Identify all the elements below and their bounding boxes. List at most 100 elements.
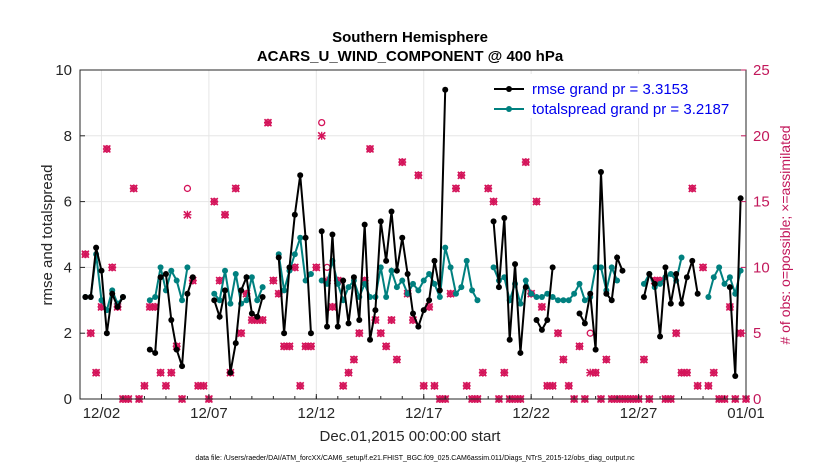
spread-point [710,274,717,281]
spread-point [173,277,180,284]
rmse-point [517,349,524,356]
rmse-point [732,372,739,379]
rmse-point [114,303,121,310]
obs-assimilated-marker [344,368,353,377]
spread-point [597,264,604,271]
rmse-point [662,264,669,271]
obs-assimilated-marker [355,329,364,338]
spread-point [436,294,443,301]
spread-point [291,251,298,258]
spread-point [705,294,712,301]
obs-assimilated-marker [682,368,691,377]
rmse-point [495,284,502,291]
spread-point [410,280,416,287]
rmse-point [614,254,621,261]
spread-point [501,274,508,281]
rmse-point [243,274,250,281]
y-tick-label-left: 2 [64,325,72,342]
x-tick-label: 12/12 [298,405,336,422]
rmse-point [689,257,696,264]
obs-assimilated-marker [349,355,358,364]
rmse-point [152,349,159,356]
obs-assimilated-marker [183,210,192,219]
obs-assimilated-marker [725,302,734,311]
rmse-point [93,244,100,251]
spread-point [581,297,588,304]
y-tick-label-right: 15 [753,194,770,211]
obs-assimilated-marker [672,329,681,338]
rmse-point [683,274,690,281]
rmse-point [168,317,175,324]
rmse-point [592,346,599,353]
obs-assimilated-marker [591,368,600,377]
obs-assimilated-marker [548,381,557,390]
rmse-point [657,333,664,340]
spread-point [232,270,239,277]
rmse-point [512,261,519,268]
spread-line-segment [149,267,189,302]
rmse-point [281,330,288,337]
rmse-point [109,290,116,297]
obs-assimilated-marker [199,381,208,390]
obs-assimilated-marker [575,342,584,351]
rmse-point [324,323,331,330]
spread-point [318,277,325,284]
legend-rmse-label: rmse grand pr = 3.3153 [532,81,688,98]
x-tick-label: 12/22 [512,405,550,422]
rmse-point [216,313,223,320]
obs-assimilated-marker [387,315,396,325]
rmse-point [410,310,416,317]
rmse-point [372,307,379,314]
spread-point [184,264,191,271]
rmse-point [227,369,234,376]
spread-point [716,264,723,271]
spread-point [555,297,562,304]
rmse-point [350,274,357,281]
rmse-point [587,290,594,297]
rmse-point [367,336,374,343]
spread-point [281,287,288,294]
obs-assimilated-marker [451,184,461,193]
rmse-point [275,254,282,261]
y-tick-label-left: 0 [64,391,72,408]
rmse-point [297,172,304,179]
obs-assimilated-marker [220,210,230,219]
grid-lines [80,69,747,400]
spread-point [146,297,153,304]
rmse-point [415,323,422,330]
rmse-point [146,346,153,353]
spread-point [426,270,433,277]
obs-assimilated-marker [462,381,471,390]
obs-assimilated-marker [317,131,326,140]
obs-assimilated-marker [537,302,546,311]
rmse-point [318,228,325,235]
obs-assimilated-marker [521,158,530,167]
y-tick-label-left: 10 [55,62,72,79]
rmse-point [98,267,105,274]
rmse-line-segment [535,267,554,333]
spread-point [243,297,250,304]
rmse-point [399,234,406,241]
obs-assimilated-marker [484,184,493,193]
obs-possible-marker [318,118,326,127]
y-tick-label-right: 5 [753,325,761,342]
plot-frame [79,69,747,400]
spread-point [254,297,261,304]
y-axis-label-right: # of obs: o=possible; ×=assimilated [777,125,793,344]
spread-point [168,267,175,274]
spread-point [307,270,314,277]
y-tick-label-right: 20 [753,128,770,145]
obs-assimilated-marker [698,263,708,272]
rmse-point [673,270,680,277]
spread-point [431,280,438,287]
rmse-point [238,287,245,294]
y-tick-label-left: 8 [64,128,72,145]
rmse-point [608,297,615,304]
obs-assimilated-marker [108,263,117,272]
spread-point [248,274,255,281]
rmse-point [286,264,293,271]
rmse-point [420,307,427,314]
y-tick-label-right: 25 [753,62,770,79]
